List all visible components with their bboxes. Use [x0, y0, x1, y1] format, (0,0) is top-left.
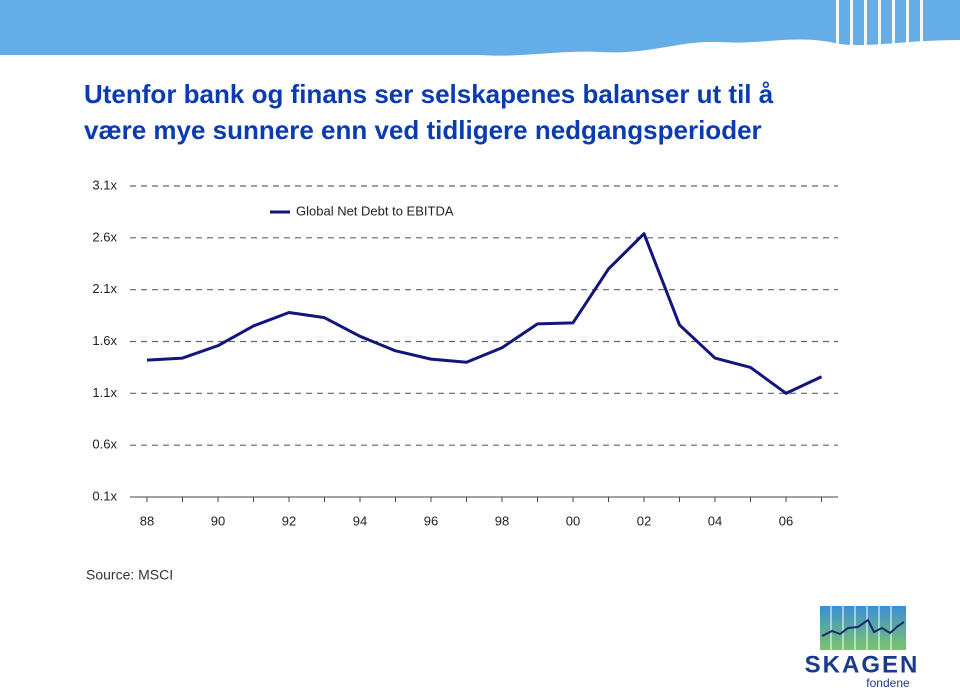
y-tick-label: 2.6x: [92, 229, 117, 244]
source: Source: MSCI: [86, 567, 173, 583]
y-tick-label: 2.1x: [92, 281, 117, 296]
x-tick-label: 02: [637, 513, 651, 528]
x-tick-label: 00: [566, 513, 580, 528]
logo-name: SKAGEN: [805, 651, 920, 678]
x-tick-label: 98: [495, 513, 509, 528]
banner-stripes: [836, 0, 923, 56]
legend-label: Global Net Debt to EBITDA: [296, 203, 454, 218]
x-tick-label: 94: [353, 513, 367, 528]
logo-subtitle: fondene: [866, 676, 910, 690]
x-tick-label: 04: [708, 513, 722, 528]
x-tick-label: 96: [424, 513, 438, 528]
y-tick-label: 1.1x: [92, 385, 117, 400]
y-tick-label: 1.6x: [92, 333, 117, 348]
line-series: [146, 232, 823, 395]
title-line: Utenfor bank og finans ser selskapenes b…: [84, 79, 774, 109]
banner: [0, 0, 960, 56]
x-tick-label: 92: [282, 513, 296, 528]
title: Utenfor bank og finans ser selskapenes b…: [84, 76, 773, 148]
y-tick-label: 0.6x: [92, 437, 117, 452]
x-tick-label: 06: [779, 513, 793, 528]
title-line: være mye sunnere enn ved tidligere nedga…: [84, 115, 762, 145]
y-tick-label: 0.1x: [92, 488, 117, 503]
x-tick-label: 90: [211, 513, 225, 528]
x-tick-label: 88: [140, 513, 154, 528]
y-tick-label: 3.1x: [92, 177, 117, 192]
logo-graphic: [820, 606, 906, 650]
